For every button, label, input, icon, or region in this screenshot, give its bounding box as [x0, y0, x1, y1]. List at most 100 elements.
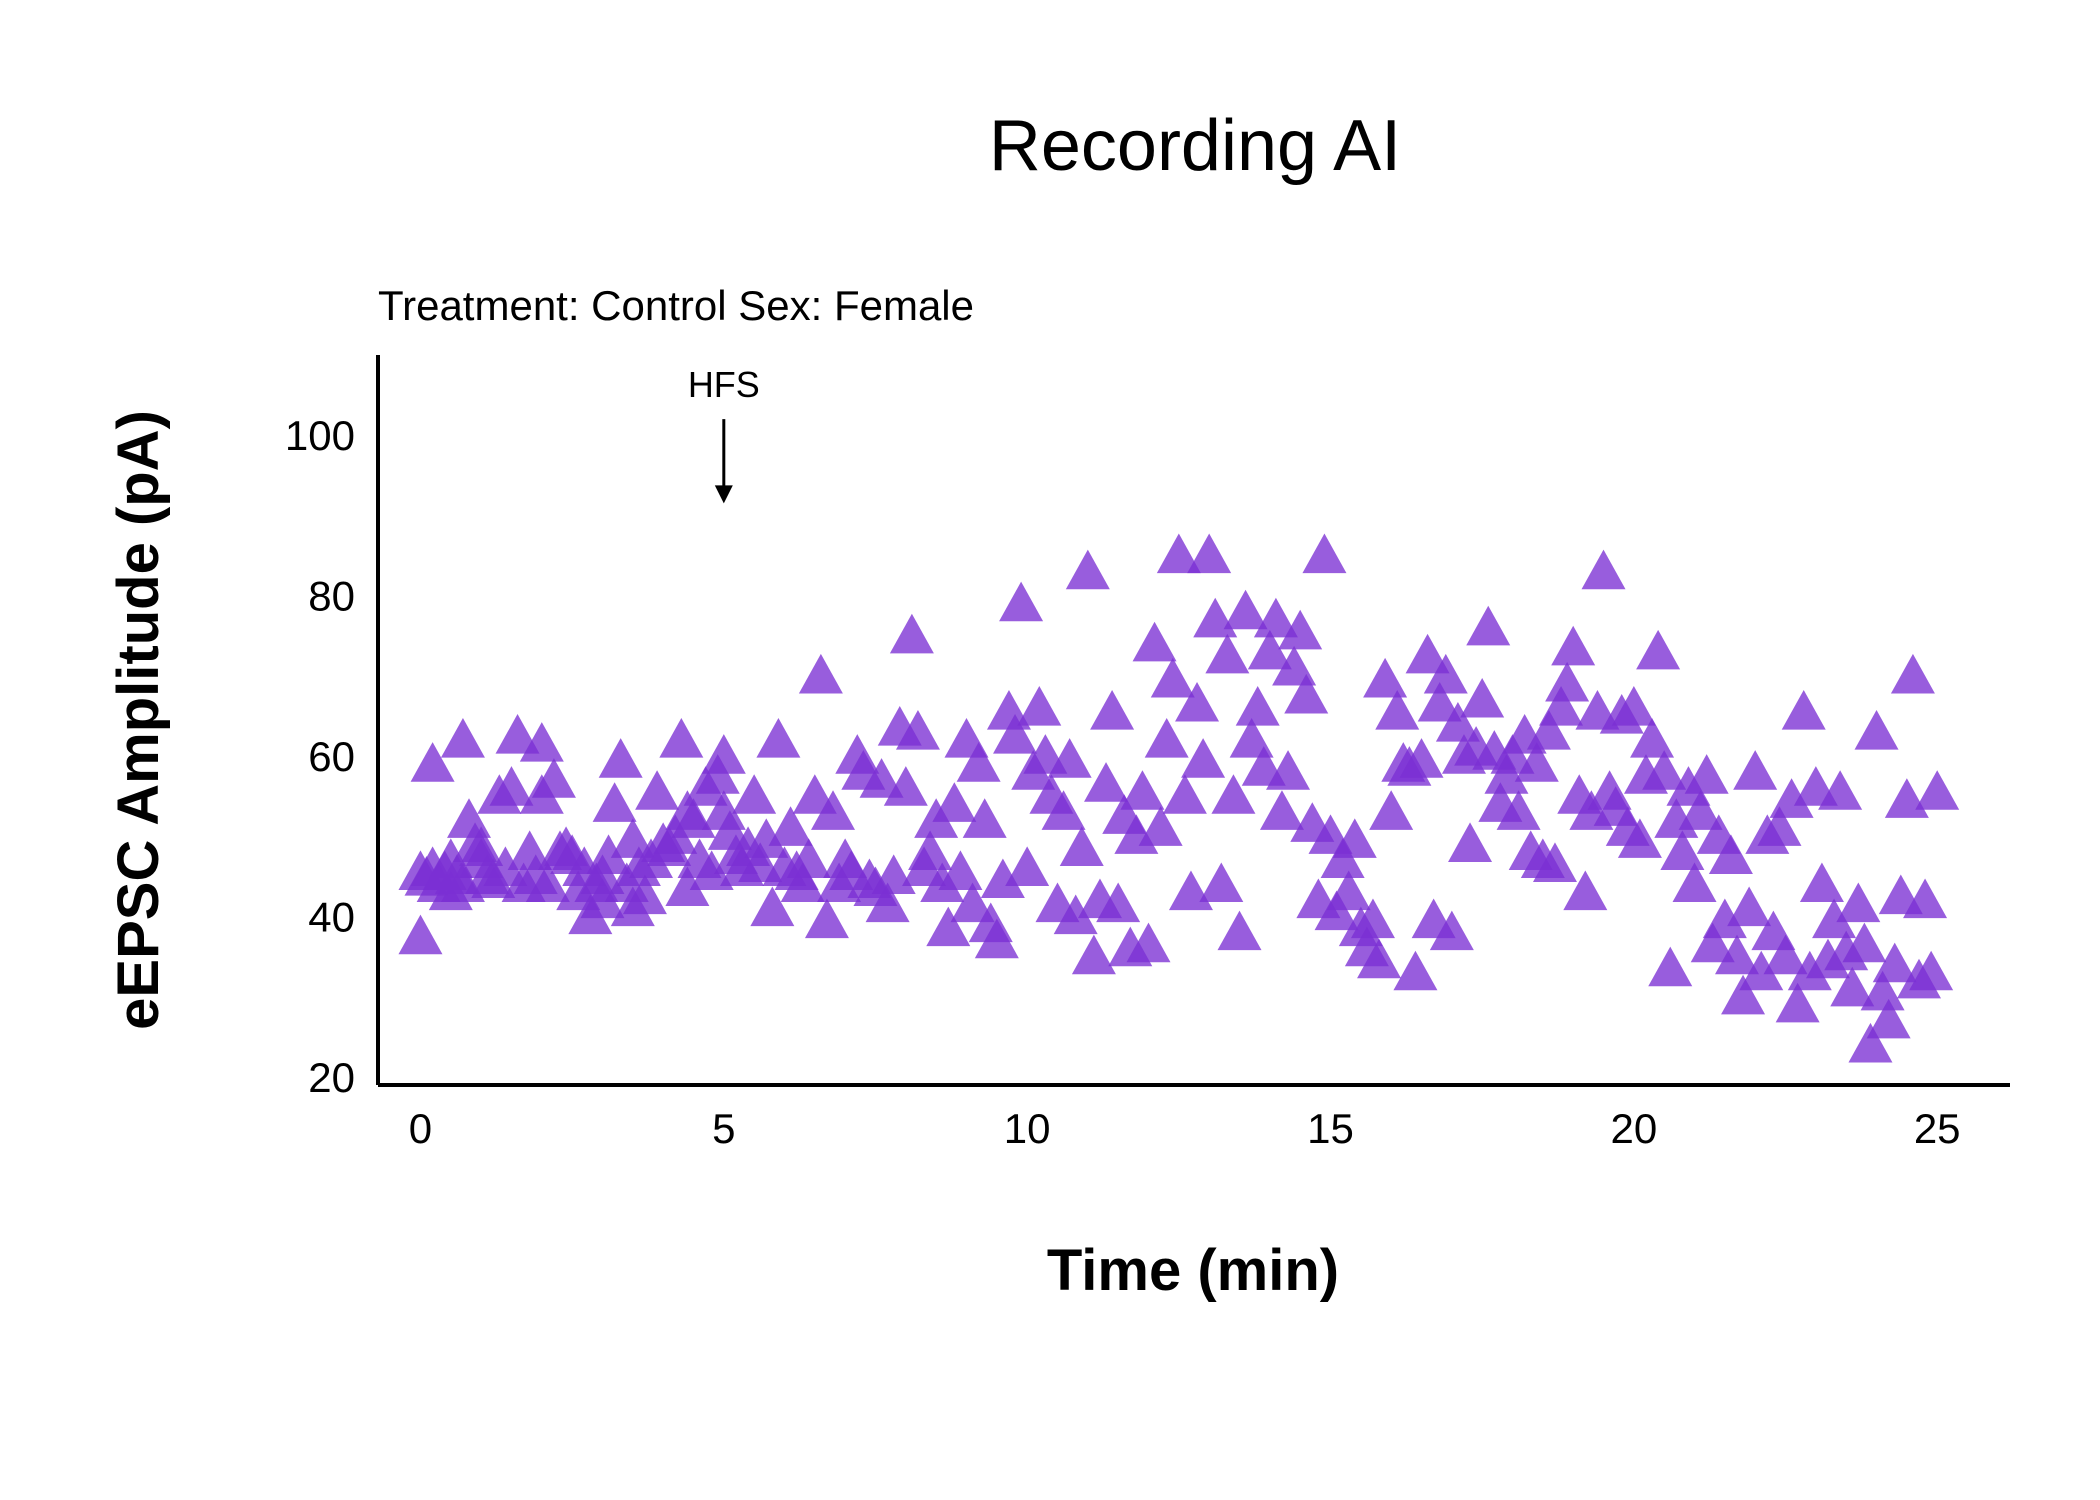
- data-point: [459, 826, 504, 866]
- data-point: [1138, 806, 1183, 846]
- data-point: [1217, 910, 1262, 951]
- data-point: [701, 734, 746, 774]
- data-point: [1429, 910, 1474, 951]
- data-point: [1854, 710, 1899, 750]
- data-point: [1435, 702, 1480, 742]
- data-point: [1223, 589, 1268, 630]
- hfs-arrow-head: [714, 485, 733, 504]
- y-tick-label: 40: [308, 894, 355, 941]
- data-point: [999, 581, 1044, 622]
- x-tick-label: 0: [409, 1105, 432, 1152]
- data-point: [1205, 633, 1250, 674]
- data-point: [1266, 750, 1311, 790]
- data-point: [495, 714, 540, 754]
- data-point: [1144, 718, 1189, 758]
- data-point: [768, 806, 813, 846]
- data-point: [786, 838, 831, 878]
- data-point: [519, 722, 564, 762]
- chart-subtitle: Treatment: Control Sex: Female: [378, 282, 974, 329]
- data-point: [1235, 685, 1280, 726]
- data-point: [1903, 878, 1948, 919]
- data-point: [1320, 838, 1365, 878]
- data-point: [1775, 982, 1820, 1023]
- data-point: [1672, 862, 1717, 903]
- data-point: [410, 742, 455, 782]
- data-point: [1059, 826, 1104, 866]
- data-point: [980, 858, 1025, 899]
- data-point: [1812, 898, 1857, 939]
- data-point: [525, 862, 570, 903]
- data-point: [1017, 685, 1062, 726]
- data-point: [1278, 609, 1323, 650]
- data-point: [622, 874, 667, 915]
- data-point: [1423, 653, 1468, 694]
- data-point: [1363, 657, 1408, 698]
- data-point: [744, 818, 789, 858]
- data-point: [732, 774, 777, 814]
- data-point: [1005, 846, 1050, 887]
- data-point: [1545, 661, 1590, 702]
- data-point: [1836, 882, 1881, 923]
- data-point: [1120, 770, 1165, 810]
- data-point: [1417, 681, 1462, 722]
- data-point: [1799, 862, 1844, 903]
- data-point: [1460, 677, 1505, 718]
- data-point: [1714, 934, 1759, 975]
- data-point: [1818, 770, 1863, 810]
- x-tick-label: 5: [712, 1105, 735, 1152]
- data-point: [1126, 922, 1171, 963]
- data-point: [610, 818, 655, 858]
- data-point: [1727, 886, 1772, 927]
- data-point: [592, 782, 637, 822]
- data-point: [1581, 549, 1626, 590]
- data-point: [1684, 754, 1729, 794]
- data-point: [1611, 685, 1656, 726]
- data-point: [1678, 790, 1723, 830]
- data-point: [1563, 870, 1608, 911]
- data-point: [598, 738, 643, 778]
- data-point: [1690, 922, 1735, 963]
- data-point: [1848, 1022, 1893, 1063]
- data-point: [695, 754, 740, 794]
- data-point: [1702, 898, 1747, 939]
- data-point: [865, 882, 910, 923]
- data-point: [507, 830, 552, 870]
- data-point: [1866, 998, 1911, 1039]
- data-point: [1369, 790, 1414, 830]
- data-point: [895, 710, 940, 750]
- data-point: [950, 882, 995, 923]
- data-point: [1514, 742, 1559, 782]
- data-point: [1350, 898, 1395, 939]
- data-point: [1326, 870, 1371, 911]
- data-point: [1484, 754, 1529, 794]
- hfs-annotation: HFS: [688, 364, 760, 504]
- data-point: [1781, 689, 1826, 730]
- data-point: [932, 782, 977, 822]
- data-points: [398, 533, 1960, 1063]
- data-point: [889, 613, 934, 654]
- data-point: [1084, 762, 1129, 802]
- data-point: [1405, 633, 1450, 674]
- data-point: [1314, 890, 1359, 931]
- data-point: [398, 914, 443, 955]
- data-point: [1253, 597, 1298, 638]
- data-point: [1636, 629, 1681, 670]
- data-point: [1448, 822, 1493, 862]
- data-point: [1211, 774, 1256, 814]
- data-point: [1229, 718, 1274, 758]
- data-point: [1041, 790, 1086, 830]
- data-point: [1375, 689, 1420, 730]
- data-point: [1302, 533, 1347, 574]
- y-axis-title: eEPSC Amplitude (pA): [106, 410, 171, 1030]
- data-point: [635, 770, 680, 810]
- data-point: [1096, 882, 1141, 923]
- y-axis-ticks: 20 40 60 80 100: [285, 412, 355, 1101]
- data-point: [1162, 774, 1207, 814]
- data-point: [1532, 842, 1577, 882]
- x-tick-label: 10: [1004, 1105, 1051, 1152]
- data-point: [956, 742, 1001, 782]
- data-point: [1708, 834, 1753, 874]
- data-point: [993, 714, 1038, 754]
- data-point: [1733, 750, 1778, 790]
- data-point: [798, 653, 843, 694]
